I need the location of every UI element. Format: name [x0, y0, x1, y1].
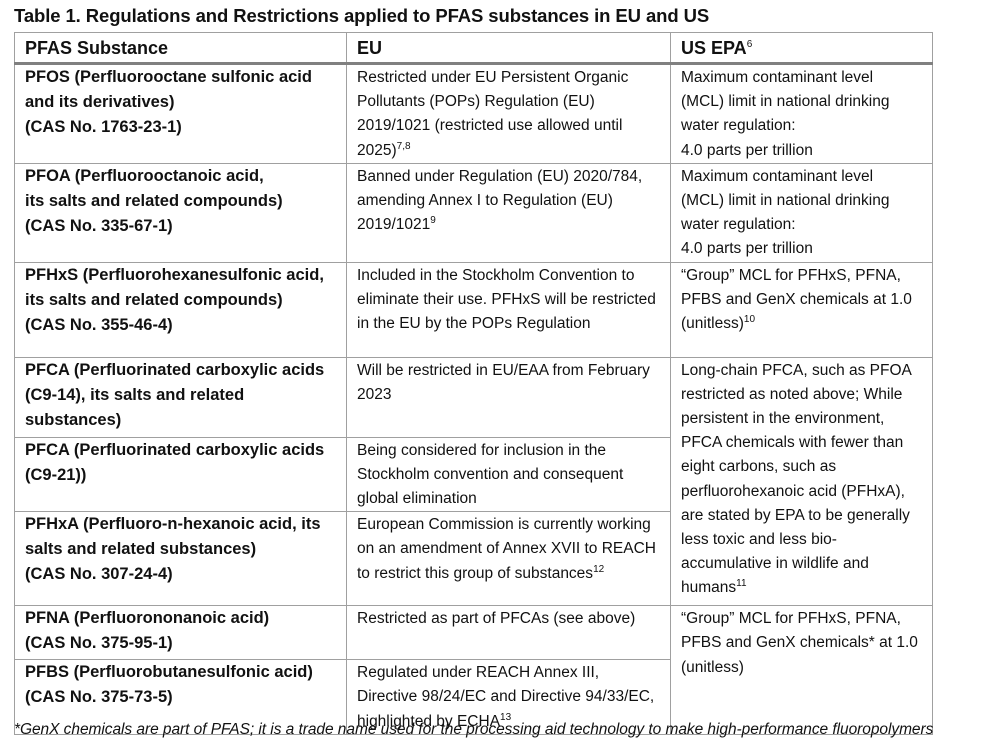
cas-number: (CAS No. 375-95-1) [25, 634, 173, 653]
us-regulation-text: “Group” MCL for PFHxS, PFNA, PFBS and Ge… [681, 610, 918, 676]
footnote-ref: 10 [743, 314, 756, 326]
footnote-ref: 6 [746, 39, 753, 50]
substance-cell: PFBS (Perfluorobutanesulfonic acid) (CAS… [14, 659, 347, 735]
substance-name: PFCA (Perfluorinated carboxylic acids [25, 360, 325, 379]
substance-cell: PFNA (Perfluorononanoic acid) (CAS No. 3… [14, 605, 347, 661]
substance-name: (C9-21)) [25, 465, 87, 484]
substance-cell: PFHxS (Perfluorohexanesulfonic acid, its… [14, 261, 347, 358]
us-regulation-text: water regulation: [681, 117, 796, 135]
cas-number: (CAS No. 355-46-4) [25, 315, 173, 334]
substance-cell: PFCA (Perfluorinated carboxylic acids (C… [14, 436, 347, 513]
table-row: PFHxS (Perfluorohexanesulfonic acid, its… [14, 261, 933, 358]
table-header-row: PFAS Substance EU US EPA6 [14, 32, 933, 65]
substance-name: its salts and related compounds) [25, 191, 283, 210]
eu-cell: Banned under Regulation (EU) 2020/784, a… [346, 162, 671, 263]
footnote-ref: 7,8 [396, 140, 411, 152]
header-us-epa: US EPA6 [670, 32, 933, 65]
eu-cell: Restricted under EU Persistent Organic P… [346, 63, 671, 164]
us-regulation-text: (MCL) limit in national drinking [681, 192, 890, 210]
us-regulation-text: Long-chain PFCA, such as PFOA restricted… [681, 361, 912, 597]
substance-name: its salts and related compounds) [25, 290, 283, 309]
eu-regulation-text: Restricted under EU Persistent Organic P… [357, 69, 629, 159]
table-row: PFOS (Perfluorooctane sulfonic acid and … [14, 63, 933, 164]
header-eu: EU [346, 32, 671, 65]
header-substance-label: PFAS Substance [25, 38, 169, 58]
substance-name: (C9-14), its salts and related [25, 385, 245, 404]
table-row: PFBS (Perfluorobutanesulfonic acid) (CAS… [14, 659, 933, 735]
cas-number: (CAS No. 307-24-4) [25, 565, 173, 584]
us-regulation-text: (MCL) limit in national drinking [681, 93, 890, 111]
header-substance: PFAS Substance [14, 32, 347, 65]
cas-number: (CAS No. 335-67-1) [25, 216, 173, 235]
eu-cell: Restricted as part of PFCAs (see above) [346, 605, 671, 661]
substance-name: and its derivatives) [25, 93, 175, 111]
substance-cell: PFHxA (Perfluoro-n-hexanoic acid, its sa… [14, 511, 347, 607]
cas-number: (CAS No. 375-73-5) [25, 688, 173, 707]
table-row: PFCA (Perfluorinated carboxylic acids (C… [14, 436, 933, 513]
substance-name: salts and related substances) [25, 540, 257, 559]
table-title: Table 1. Regulations and Restrictions ap… [14, 5, 710, 26]
table-row: PFCA (Perfluorinated carboxylic acids (C… [14, 356, 933, 607]
table-row: PFOA (Perfluorooctanoic acid, its salts … [14, 162, 933, 263]
table-footnote: *GenX chemicals are part of PFAS; it is … [14, 721, 934, 738]
substance-name: PFHxS (Perfluorohexanesulfonic acid, [25, 265, 324, 284]
us-cell-merged: Long-chain PFCA, such as PFOA restricted… [670, 356, 933, 607]
footnote-ref: 12 [593, 563, 605, 575]
us-regulation-text: water regulation: [681, 216, 796, 234]
us-regulation-text: Maximum contaminant level [681, 69, 874, 86]
substance-cell: PFOS (Perfluorooctane sulfonic acid and … [14, 63, 347, 164]
us-regulation-text: 4.0 parts per trillion [681, 240, 813, 258]
eu-regulation-text: Restricted as part of PFCAs (see above) [357, 610, 636, 628]
eu-cell: Regulated under REACH Annex III, Directi… [346, 659, 671, 735]
eu-cell: Being considered for inclusion in the St… [346, 436, 671, 513]
us-cell-merged: “Group” MCL for PFHxS, PFNA, PFBS and Ge… [670, 605, 933, 735]
eu-regulation-text: Will be restricted in EU/EAA from Februa… [357, 361, 650, 403]
us-regulation-text: 4.0 parts per trillion [681, 141, 813, 159]
us-regulation-text: Maximum contaminant level [681, 167, 874, 185]
substance-name: PFHxA (Perfluoro-n-hexanoic acid, its [25, 515, 321, 534]
footnote-ref: 9 [430, 215, 436, 227]
us-cell: “Group” MCL for PFHxS, PFNA, PFBS and Ge… [670, 261, 933, 358]
eu-cell: European Commission is currently working… [346, 511, 671, 607]
substance-name: PFOS (Perfluorooctane sulfonic acid [25, 68, 312, 86]
substance-name: substances) [25, 410, 122, 429]
substance-cell: PFCA (Perfluorinated carboxylic acids (C… [14, 356, 347, 438]
us-cell: Maximum contaminant level (MCL) limit in… [670, 162, 933, 263]
substance-name: PFOA (Perfluorooctanoic acid, [25, 166, 264, 185]
substance-name: PFNA (Perfluorononanoic acid) [25, 609, 270, 628]
eu-regulation-text: Included in the Stockholm Convention to … [357, 266, 656, 333]
us-cell: Maximum contaminant level (MCL) limit in… [670, 63, 933, 164]
eu-cell: Will be restricted in EU/EAA from Februa… [346, 356, 671, 438]
eu-regulation-text: Regulated under REACH Annex III, Directi… [357, 664, 655, 730]
header-eu-label: EU [357, 38, 383, 58]
regulations-table: PFAS Substance EU US EPA6 PFOS (Perfluor… [14, 32, 933, 735]
eu-regulation-text: Banned under Regulation (EU) 2020/784, a… [357, 167, 643, 234]
footnote-ref: 11 [736, 578, 747, 590]
table-row: PFNA (Perfluorononanoic acid) (CAS No. 3… [14, 605, 933, 735]
eu-regulation-text: European Commission is currently working… [357, 516, 656, 582]
cas-number: (CAS No. 1763-23-1) [25, 118, 182, 136]
eu-cell: Included in the Stockholm Convention to … [346, 261, 671, 358]
substance-name: PFCA (Perfluorinated carboxylic acids [25, 440, 325, 459]
header-us-label: US EPA [681, 38, 747, 58]
substance-name: PFBS (Perfluorobutanesulfonic acid) [25, 663, 313, 682]
substance-cell: PFOA (Perfluorooctanoic acid, its salts … [14, 162, 347, 263]
footnote-ref: 13 [500, 711, 512, 723]
eu-regulation-text: Being considered for inclusion in the St… [357, 441, 624, 508]
us-regulation-text: “Group” MCL for PFHxS, PFNA, PFBS and Ge… [681, 266, 912, 333]
